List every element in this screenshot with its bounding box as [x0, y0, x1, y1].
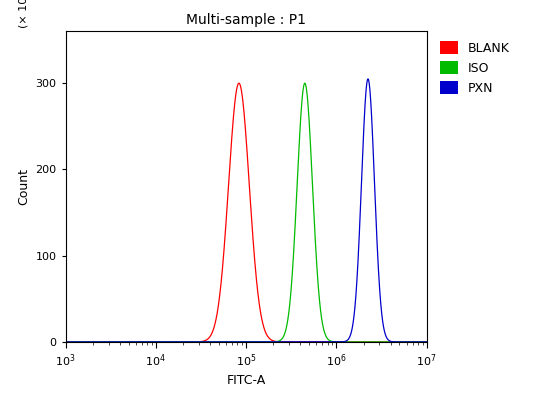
- ISO: [292, 225, 298, 230]
- PXN: [292, 340, 298, 344]
- BLANK: [276, 340, 283, 344]
- ISO: [301, 81, 308, 86]
- ISO: [193, 340, 200, 344]
- PXN: [365, 77, 371, 81]
- Line: ISO: ISO: [66, 83, 427, 342]
- ISO: [62, 340, 69, 344]
- BLANK: [330, 340, 336, 344]
- BLANK: [80, 340, 87, 344]
- BLANK: [423, 340, 430, 344]
- Title: Multi-sample : P1: Multi-sample : P1: [186, 13, 306, 28]
- Line: PXN: PXN: [66, 79, 427, 342]
- Text: (× 10¹): (× 10¹): [19, 0, 28, 28]
- ISO: [330, 339, 336, 344]
- ISO: [423, 340, 430, 344]
- Y-axis label: Count: Count: [17, 168, 30, 205]
- ISO: [350, 340, 356, 344]
- PXN: [193, 340, 200, 344]
- PXN: [423, 340, 430, 344]
- BLANK: [62, 340, 69, 344]
- ISO: [80, 340, 87, 344]
- PXN: [276, 340, 283, 344]
- BLANK: [236, 81, 242, 86]
- ISO: [276, 338, 283, 343]
- PXN: [62, 340, 69, 344]
- PXN: [80, 340, 87, 344]
- Line: BLANK: BLANK: [66, 83, 427, 342]
- BLANK: [292, 340, 298, 344]
- BLANK: [193, 340, 200, 344]
- PXN: [350, 324, 356, 329]
- Legend: BLANK, ISO, PXN: BLANK, ISO, PXN: [437, 38, 514, 99]
- PXN: [330, 340, 336, 344]
- BLANK: [350, 340, 356, 344]
- X-axis label: FITC-A: FITC-A: [226, 375, 266, 387]
